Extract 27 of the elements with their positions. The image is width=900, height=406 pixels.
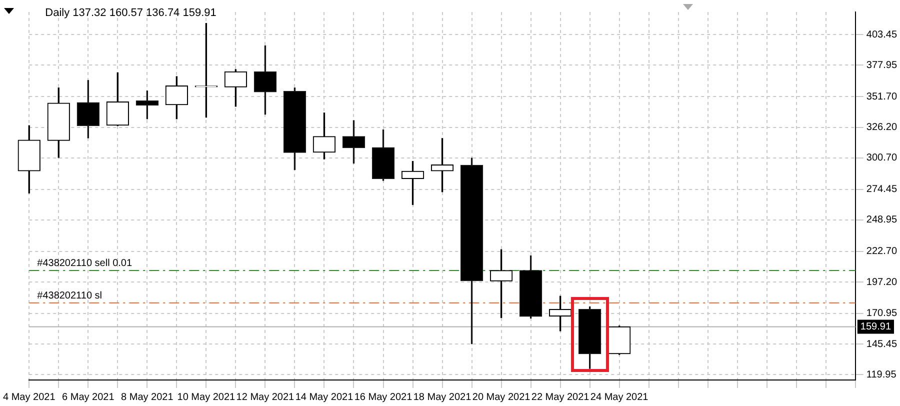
x-tick-label: 18 May 2021 (413, 392, 472, 403)
y-tick-label: 170.95 (866, 308, 898, 320)
y-tick-label: 326.20 (866, 122, 898, 134)
y-tick-label: 377.95 (866, 60, 898, 71)
x-tick-label: 14 May 2021 (295, 392, 354, 403)
x-tick-label: 8 May 2021 (121, 392, 174, 403)
y-tick-label: 351.70 (866, 91, 898, 102)
y-tick-label: 145.45 (866, 338, 898, 350)
y-tick-label: 403.45 (866, 29, 898, 40)
x-tick-label: 6 May 2021 (62, 392, 115, 403)
x-tick-label: 12 May 2021 (236, 392, 295, 403)
x-tick-label: 10 May 2021 (177, 392, 236, 403)
chart-title: Daily 137.32 160.57 136.74 159.91 (45, 7, 216, 20)
ref-line-label: #438202110 sell 0.01 (37, 258, 132, 270)
y-tick-label: 248.95 (866, 214, 898, 226)
x-tick-label: 4 May 2021 (2, 392, 56, 403)
y-tick-label: 300.70 (866, 152, 898, 164)
y-tick-label: 197.20 (866, 276, 898, 288)
x-tick-label: 22 May 2021 (531, 392, 590, 403)
x-tick-label: 20 May 2021 (472, 392, 531, 403)
y-tick-label: 119.95 (866, 369, 897, 380)
x-tick-label: 24 May 2021 (590, 392, 649, 403)
y-tick-label: 274.45 (866, 184, 898, 196)
y-tick-label: 222.70 (866, 246, 898, 258)
ref-line-label: #438202110 sl (37, 290, 102, 302)
ref-line-label: 159.91 (860, 321, 892, 332)
x-tick-label: 16 May 2021 (354, 392, 413, 403)
